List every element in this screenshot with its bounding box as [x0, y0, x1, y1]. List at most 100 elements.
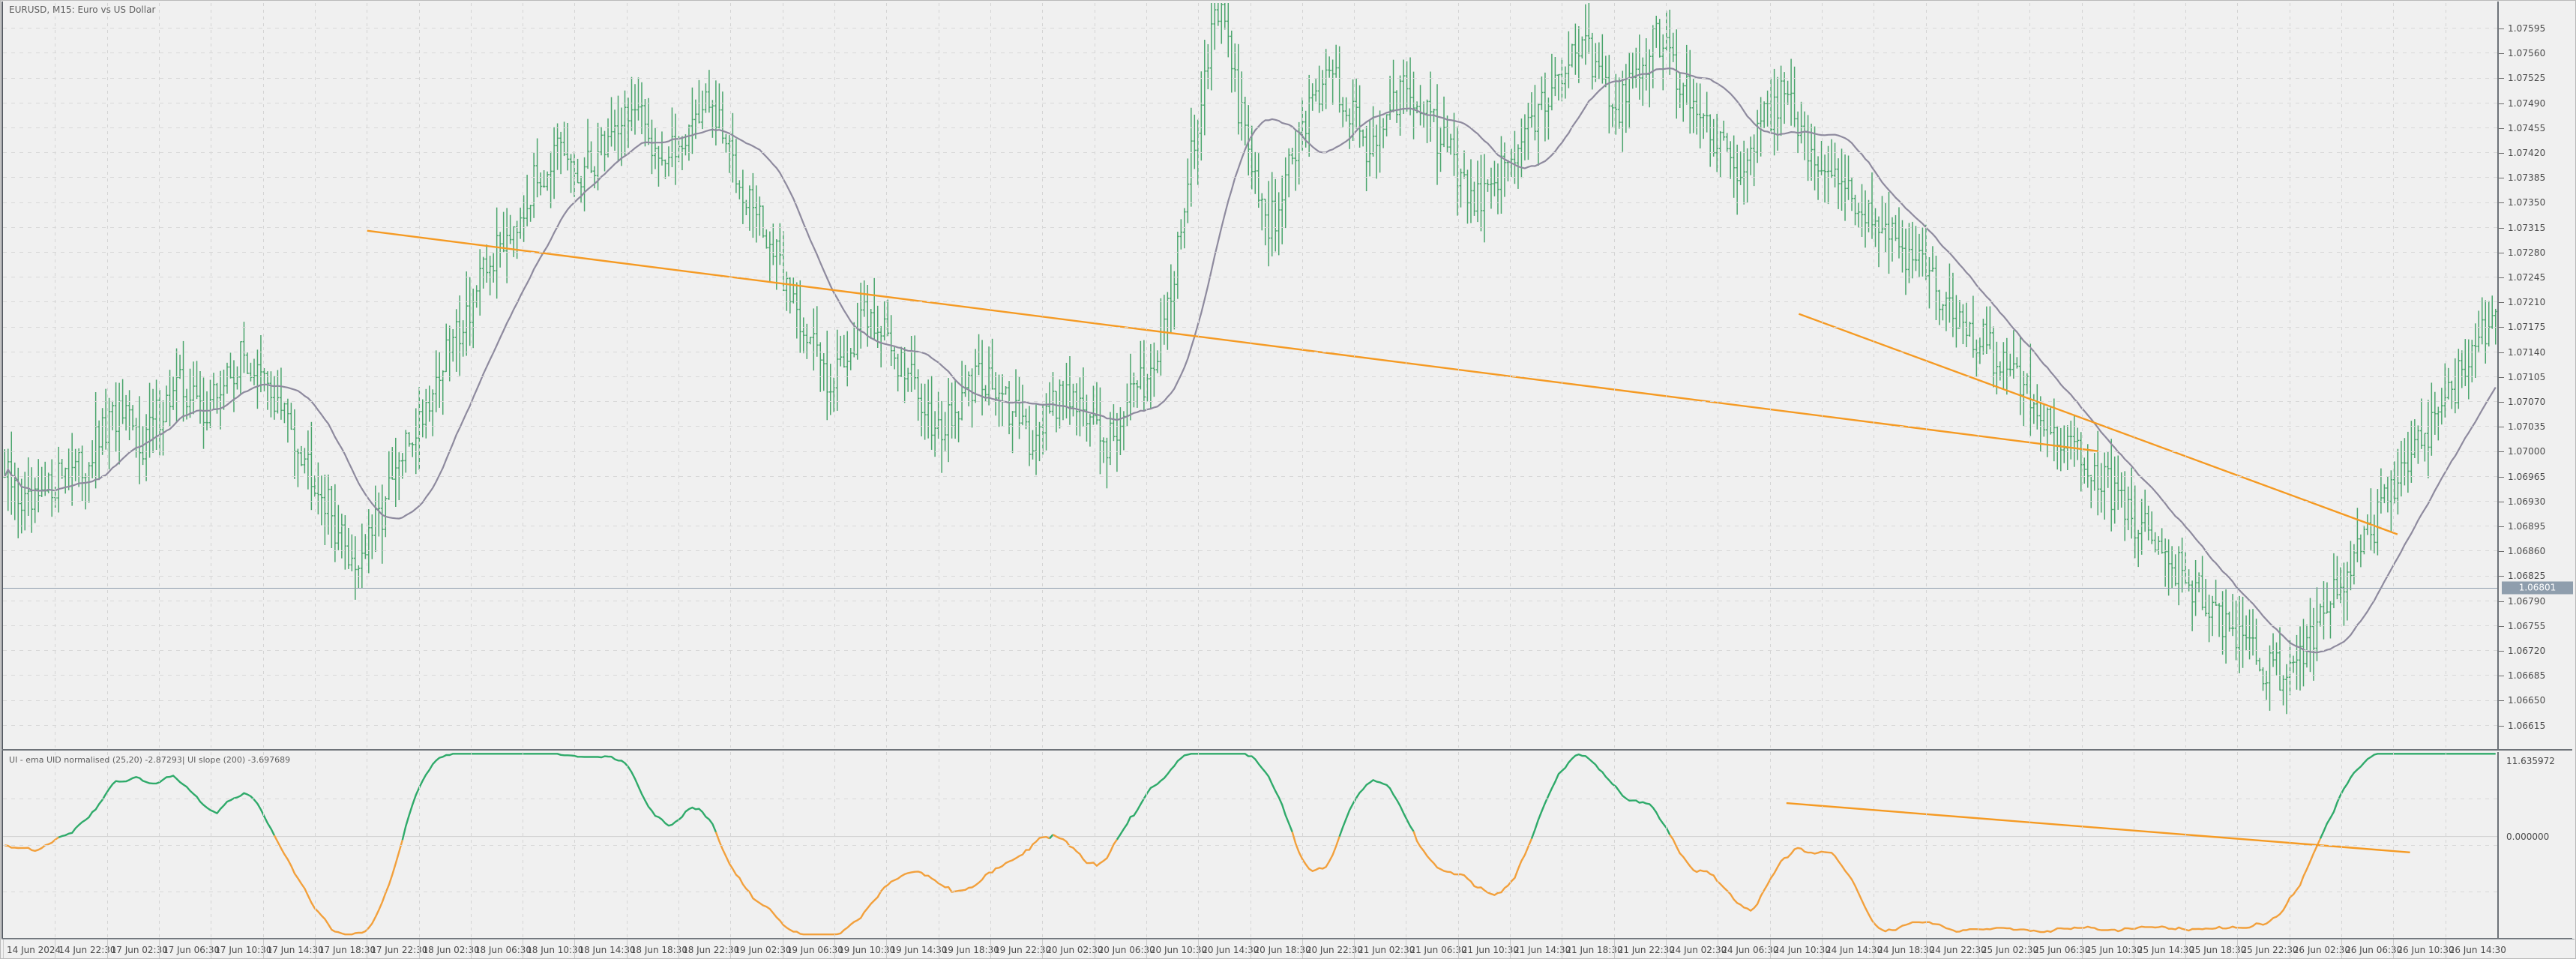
gridline-vertical: [158, 3, 160, 748]
time-axis-label: 17 Jun 18:30: [318, 945, 376, 955]
time-axis-label: 25 Jun 10:30: [2085, 945, 2143, 955]
time-axis-divider: [1510, 940, 1511, 958]
time-axis-divider: [2237, 940, 2239, 958]
price-axis-tick: [2499, 127, 2504, 129]
time-axis-label: 26 Jun 02:30: [2293, 945, 2350, 955]
gridline-vertical: [1510, 3, 1511, 748]
gridline-horizontal: [3, 252, 2497, 253]
time-axis-divider: [3, 940, 4, 958]
time-axis-label: 26 Jun 14:30: [2449, 945, 2506, 955]
gridline-horizontal: [3, 202, 2497, 203]
time-axis-label: 21 Jun 14:30: [1514, 945, 1571, 955]
gridline-horizontal: [3, 845, 2497, 846]
gridline-horizontal: [3, 376, 2497, 377]
time-axis-label: 25 Jun 02:30: [1981, 945, 2039, 955]
time-axis-divider: [1146, 940, 1147, 958]
time-axis-label: 25 Jun 06:30: [2033, 945, 2091, 955]
gridline-vertical: [2029, 3, 2031, 748]
time-axis[interactable]: 14 Jun 2024 14 Jun 22:30 17 Jun 02:30 17 Ju…: [1, 939, 2575, 958]
price-axis-tick: [2499, 651, 2504, 652]
gridline-horizontal: [3, 152, 2497, 154]
gridline-vertical: [418, 3, 420, 748]
time-axis-divider: [1821, 940, 1823, 958]
price-axis-tick: [2499, 476, 2504, 478]
price-axis-label: 1.07070: [2508, 397, 2546, 407]
time-axis-divider: [574, 940, 576, 958]
time-axis-divider: [730, 940, 732, 958]
time-axis-divider: [262, 940, 264, 958]
indicator-pane[interactable]: UI - ema UID normalised (25,20) -2.87293…: [3, 752, 2497, 938]
gridline-vertical: [470, 3, 472, 748]
time-axis-divider: [626, 940, 628, 958]
gridline-vertical: [1457, 3, 1459, 748]
time-axis-label: 25 Jun 14:30: [2137, 945, 2195, 955]
indicator-axis-top: 11.635972: [2506, 756, 2555, 766]
time-axis-label: 24 Jun 10:30: [1773, 945, 1831, 955]
time-axis-label: 26 Jun 06:30: [2345, 945, 2403, 955]
price-axis-label: 1.07245: [2508, 272, 2546, 283]
gridline-horizontal: [3, 724, 2497, 726]
time-axis-divider: [1354, 940, 1355, 958]
gridline-vertical: [990, 3, 991, 748]
indicator-axis[interactable]: 11.635972 0.000000: [2497, 752, 2575, 938]
gridline-vertical: [2081, 3, 2083, 748]
time-axis-divider: [2029, 940, 2031, 958]
gridline-horizontal: [3, 77, 2497, 79]
price-axis-tick: [2499, 153, 2504, 154]
price-axis-tick: [2499, 302, 2504, 304]
gridline-vertical: [574, 3, 576, 748]
time-axis-label: 17 Jun 10:30: [214, 945, 272, 955]
time-axis-label: 21 Jun 22:30: [1617, 945, 1675, 955]
time-axis-divider: [2081, 940, 2083, 958]
gridline-horizontal: [3, 226, 2497, 228]
time-axis-divider: [1457, 940, 1459, 958]
time-axis-divider: [314, 940, 316, 958]
gridline-horizontal: [3, 426, 2497, 427]
gridline-vertical: [1821, 3, 1823, 748]
time-axis-label: 24 Jun 06:30: [1721, 945, 1779, 955]
price-axis-label: 1.07385: [2508, 172, 2546, 184]
time-axis-divider: [886, 940, 888, 958]
time-axis-label: 17 Jun 22:30: [370, 945, 428, 955]
price-pane[interactable]: [3, 3, 2497, 748]
gridline-horizontal: [3, 451, 2497, 452]
gridline-vertical: [1613, 3, 1615, 748]
price-axis-label: 1.07525: [2508, 73, 2546, 84]
price-axis-label: 1.06720: [2508, 646, 2546, 656]
price-axis-label: 1.06895: [2508, 521, 2546, 532]
price-axis-tick: [2499, 352, 2504, 353]
gridline-vertical: [678, 3, 680, 748]
price-axis-tick: [2499, 451, 2504, 453]
price-axis-label: 1.06860: [2508, 546, 2546, 557]
time-axis-label: 18 Jun 18:30: [630, 945, 687, 955]
time-axis-label: 20 Jun 02:30: [1046, 945, 1104, 955]
price-axis[interactable]: 1.07595 1.07560 1.07525 1.07490 1.07455 1.074…: [2497, 1, 2575, 749]
price-axis-label: 1.06685: [2508, 670, 2546, 682]
time-axis-label: 18 Jun 10:30: [526, 945, 584, 955]
gridline-horizontal: [3, 675, 2497, 676]
time-axis-divider: [990, 940, 991, 958]
time-axis-label: 18 Jun 14:30: [578, 945, 636, 955]
gridline-vertical: [1354, 3, 1355, 748]
price-axis-tick: [2499, 402, 2504, 403]
time-axis-divider: [1925, 940, 1927, 958]
price-axis-label: 1.07000: [2508, 446, 2546, 457]
pane-separator: [1, 749, 2572, 751]
price-axis-label: 1.06755: [2508, 620, 2546, 631]
price-axis-tick: [2499, 625, 2504, 627]
price-axis-label: 1.06825: [2508, 571, 2546, 582]
time-axis-divider: [2393, 940, 2395, 958]
time-axis-label: 19 Jun 14:30: [890, 945, 948, 955]
time-axis-label: 25 Jun 18:30: [2189, 945, 2247, 955]
gridline-horizontal: [3, 475, 2497, 477]
gridline-vertical: [1042, 3, 1044, 748]
price-axis-tick: [2499, 53, 2504, 55]
indicator-label: UI - ema UID normalised (25,20) -2.87293…: [9, 755, 291, 765]
gridline-vertical: [1301, 3, 1303, 748]
time-axis-divider: [2185, 940, 2187, 958]
time-axis-divider: [678, 940, 680, 958]
price-axis-tick: [2499, 601, 2504, 602]
time-axis-label: 20 Jun 22:30: [1305, 945, 1364, 955]
gridline-vertical: [2393, 3, 2395, 748]
